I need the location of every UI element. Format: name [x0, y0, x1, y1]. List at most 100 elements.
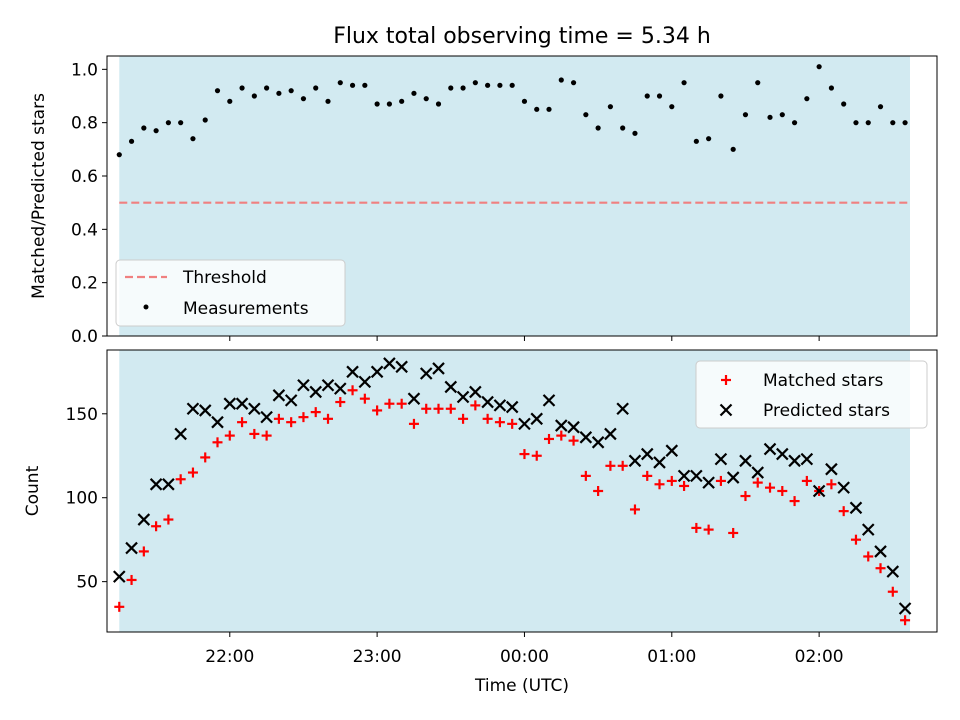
- measurement-point: [828, 85, 835, 91]
- measurement-point: [325, 98, 331, 104]
- matched-star-point: [666, 475, 677, 486]
- matched-marker: [721, 375, 731, 385]
- predicted-star-point: [628, 454, 642, 468]
- matched-star-point: [249, 428, 260, 439]
- measurement-point: [337, 80, 343, 86]
- measurement-point: [374, 101, 380, 107]
- legend-threshold-label: Threshold: [182, 268, 267, 288]
- predicted-star-point: [346, 365, 359, 379]
- legend-matched-swatch: [721, 375, 731, 385]
- measurement-point: [435, 101, 442, 107]
- ratio-y-axis-label: Matched/Predicted stars: [29, 93, 49, 299]
- measurement-point: [632, 130, 638, 136]
- predicted-star-point: [898, 602, 912, 615]
- predicted-star-point: [837, 481, 850, 494]
- predicted-star-point: [223, 397, 237, 410]
- matched-star-point: [531, 450, 542, 461]
- matched-star-point: [580, 470, 591, 481]
- measurement-point: [607, 104, 614, 110]
- matched-star-point: [138, 546, 149, 557]
- measurement-point: [485, 82, 491, 88]
- matched-star-point: [347, 385, 358, 396]
- x-tick-label: 22:00: [205, 647, 254, 667]
- predicted-star-point: [825, 462, 838, 476]
- measurement-point: [386, 101, 392, 107]
- measurement-point: [570, 80, 577, 86]
- count-legend-box: [695, 360, 928, 429]
- predicted-star-point: [579, 431, 593, 444]
- predicted-star-point: [162, 478, 175, 491]
- predicted-star-point: [211, 415, 224, 429]
- measurement-point: [214, 88, 221, 94]
- matched-star-point: [728, 527, 739, 538]
- measurement-point: [362, 82, 368, 88]
- predicted-star-point: [493, 399, 507, 412]
- measurement-point: [816, 64, 822, 70]
- matched-star-point: [200, 452, 211, 463]
- count-panel: 50 100 150 22:00 23:00 00:00 01:00 02:00 Count…: [23, 349, 938, 696]
- measurement-point: [890, 120, 896, 126]
- matched-star-point: [642, 470, 653, 481]
- matched-star-point: [617, 460, 628, 471]
- predicted-star-point: [555, 419, 568, 432]
- matched-star-point: [126, 574, 137, 585]
- matched-star-point: [310, 407, 321, 418]
- measurement-point: [264, 85, 270, 91]
- x-tick-label: 01:00: [647, 647, 696, 667]
- count-y-axis-ticks: 50 100 150: [66, 405, 107, 593]
- measurement-point: [276, 90, 282, 96]
- matched-star-point: [544, 433, 555, 444]
- matched-star-point: [789, 496, 800, 507]
- predicted-star-point: [370, 365, 384, 379]
- predicted-star-point: [812, 484, 826, 498]
- predicted-star-point: [174, 427, 187, 441]
- predicted-star-point: [702, 476, 715, 489]
- predicted-star-point: [358, 375, 372, 389]
- measurement-point: [620, 125, 626, 131]
- count-y-axis-label: Count: [23, 465, 43, 516]
- matched-star-point: [494, 417, 505, 428]
- figure-title: Flux total observing time = 5.34 h: [333, 24, 711, 49]
- measurement-point: [521, 98, 528, 104]
- predicted-star-point: [518, 417, 531, 431]
- predicted-star-point: [481, 395, 494, 409]
- measurement-point: [558, 77, 564, 83]
- measurement-point: [779, 112, 785, 118]
- matched-star-point: [396, 398, 407, 409]
- matched-star-point: [826, 479, 837, 490]
- predicted-star-point: [763, 442, 777, 456]
- predicted-star-point: [886, 565, 900, 578]
- matched-star-point: [777, 486, 788, 496]
- predicted-star-point: [653, 456, 666, 469]
- matched-star-point: [519, 449, 530, 460]
- matched-star-point: [224, 430, 235, 441]
- measurement-point: [165, 120, 171, 126]
- predicted-star-point: [125, 541, 138, 555]
- count-legend: Matched stars Predicted stars: [695, 360, 928, 429]
- predicted-star-point: [272, 389, 286, 402]
- matched-star-point: [629, 504, 640, 515]
- predicted-stars-points: [113, 357, 912, 615]
- measurement-point: [411, 90, 417, 96]
- predicted-star-point: [677, 469, 691, 483]
- measurement-point: [546, 106, 552, 112]
- y-tick-label: 50: [76, 573, 98, 593]
- y-tick-label: 100: [66, 489, 98, 509]
- predicted-star-point: [714, 452, 728, 466]
- predicted-star-point: [321, 378, 335, 392]
- measurement-point: [706, 136, 712, 142]
- matched-star-point: [752, 477, 763, 488]
- measurement-point: [534, 106, 540, 112]
- predicted-star-point: [235, 397, 249, 410]
- measurement-point: [644, 93, 650, 99]
- predicted-star-point: [260, 410, 273, 424]
- measurement-point: [178, 120, 184, 126]
- ratio-panel: 0.0 0.2 0.4 0.6 0.8 1.0 Matched/Predicted sta…: [29, 55, 938, 347]
- measurement-point: [902, 120, 908, 126]
- predicted-star-point: [334, 382, 347, 395]
- predicted-star-point: [542, 394, 556, 407]
- predicted-star-point: [456, 390, 470, 404]
- matched-star-point: [261, 430, 272, 441]
- measurement-point: [853, 120, 859, 126]
- ratio-legend-box: [115, 259, 346, 327]
